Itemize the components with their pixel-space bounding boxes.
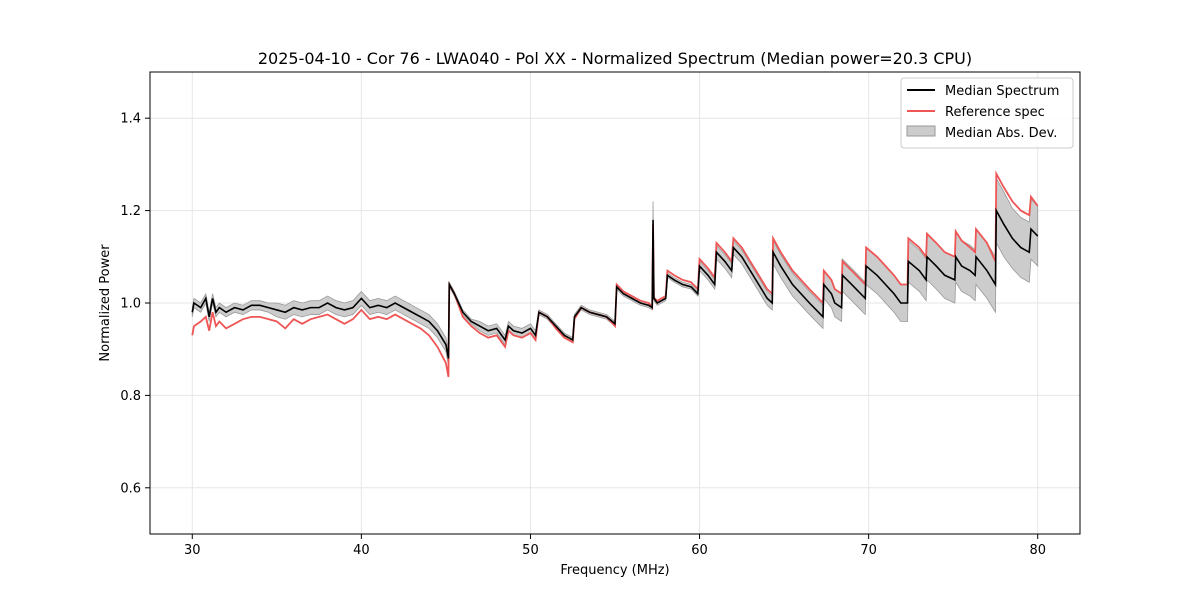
y-axis-label: Normalized Power xyxy=(98,244,113,362)
x-tick-label: 80 xyxy=(1029,543,1046,558)
x-tick-label: 50 xyxy=(522,543,539,558)
legend-median-label: Median Spectrum xyxy=(945,84,1059,99)
median-spectrum-line xyxy=(191,207,1039,359)
mad-band xyxy=(191,176,1039,366)
y-tick-label: 0.8 xyxy=(120,389,141,404)
legend: Median Spectrum Reference spec Median Ab… xyxy=(900,77,1074,149)
legend-box xyxy=(900,77,1074,149)
x-tick-label: 70 xyxy=(860,543,877,558)
x-axis-ticks: 30 40 50 60 70 80 xyxy=(184,534,1046,558)
chart-title: 2025-04-10 - Cor 76 - LWA040 - Pol XX - … xyxy=(258,49,972,68)
x-tick-label: 30 xyxy=(184,543,201,558)
x-tick-label: 60 xyxy=(691,543,708,558)
x-tick-label: 40 xyxy=(353,543,370,558)
y-tick-label: 0.6 xyxy=(120,481,141,496)
legend-mad-label: Median Abs. Dev. xyxy=(945,126,1057,141)
legend-reference-label: Reference spec xyxy=(945,105,1045,120)
grid-lines xyxy=(150,72,1080,534)
y-axis-ticks: 0.6 0.8 1.0 1.2 1.4 xyxy=(120,112,150,496)
x-axis-label: Frequency (MHz) xyxy=(560,563,669,578)
y-tick-label: 1.2 xyxy=(120,204,141,219)
y-tick-label: 1.4 xyxy=(120,112,141,127)
legend-mad-swatch xyxy=(906,125,936,137)
y-tick-label: 1.0 xyxy=(120,297,141,312)
